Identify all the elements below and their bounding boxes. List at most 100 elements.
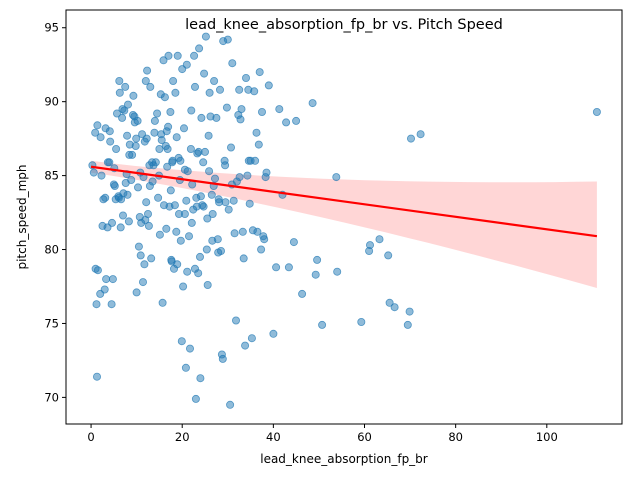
scatter-point — [138, 278, 147, 287]
scatter-point — [181, 363, 190, 372]
scatter-point — [163, 144, 172, 153]
scatter-point — [142, 198, 151, 207]
scatter-point — [190, 82, 199, 91]
scatter-point — [107, 300, 116, 309]
scatter-point — [332, 173, 341, 182]
scatter-point — [237, 105, 246, 114]
x-tick-label: 60 — [357, 430, 372, 444]
scatter-point — [190, 51, 199, 60]
scatter-point — [180, 165, 189, 174]
scatter-point — [123, 190, 132, 199]
y-tick-label: 85 — [44, 169, 59, 183]
scatter-point — [125, 150, 134, 159]
scatter-point — [194, 147, 203, 156]
scatter-point — [155, 144, 164, 153]
scatter-point — [155, 230, 164, 239]
scatter-point — [289, 238, 298, 247]
scatter-point — [162, 224, 171, 233]
scatter-point — [140, 137, 149, 146]
scatter-point — [154, 193, 163, 202]
scatter-point — [203, 280, 212, 289]
scatter-point — [119, 211, 128, 220]
plot-frame — [65, 9, 623, 425]
scatter-point — [204, 131, 213, 140]
scatter-point — [106, 137, 115, 146]
y-tick-label: 70 — [44, 390, 59, 404]
scatter-point — [179, 124, 188, 133]
scatter-point — [160, 93, 169, 102]
scatter-point — [129, 91, 138, 100]
scatter-point — [186, 144, 195, 153]
scatter-point — [241, 341, 250, 350]
scatter-point — [250, 87, 259, 96]
scatter-point — [236, 115, 245, 124]
scatter-point — [166, 108, 175, 117]
scatter-point — [91, 128, 100, 137]
scatter-point — [375, 235, 384, 244]
scatter-point — [159, 56, 168, 65]
scatter-point — [112, 144, 121, 153]
scatter-point — [184, 232, 193, 241]
scatter-point — [114, 193, 123, 202]
scatter-point — [215, 85, 224, 94]
scatter-point — [124, 100, 133, 109]
scatter-point — [243, 171, 252, 180]
scatter-point — [100, 285, 109, 294]
scatter-point — [230, 229, 239, 238]
scatter-point — [177, 337, 186, 346]
scatter-point — [187, 106, 196, 115]
scatter-point — [224, 205, 233, 214]
scatter-point — [187, 218, 196, 227]
scatter-point — [202, 245, 211, 254]
scatter-point — [207, 190, 216, 199]
scatter-point — [238, 227, 247, 236]
scatter-point — [241, 74, 250, 83]
scatter-point — [93, 372, 102, 381]
scatter-point — [269, 329, 278, 338]
scatter-point — [158, 298, 167, 307]
scatter-point — [195, 252, 204, 261]
scatter-point — [215, 198, 224, 207]
scatter-point — [131, 141, 140, 150]
scatter-point — [124, 217, 133, 226]
scatter-point — [365, 241, 374, 250]
scatter-point — [257, 108, 266, 117]
scatter-point — [272, 263, 281, 272]
scatter-point — [140, 260, 149, 269]
scatter-point — [191, 394, 200, 403]
scatter-point — [203, 214, 212, 223]
scatter-point — [205, 167, 214, 176]
x-tick-label: 0 — [87, 430, 94, 444]
scatter-point — [97, 171, 106, 180]
scatter-point — [196, 374, 205, 383]
scatter-point — [208, 209, 217, 218]
scatter-point — [200, 69, 209, 78]
scatter-point — [173, 51, 182, 60]
x-tick-label: 40 — [266, 430, 281, 444]
scatter-point — [148, 158, 157, 167]
scatter-point — [121, 82, 130, 91]
scatter-point — [182, 196, 191, 205]
scatter-point — [214, 248, 223, 257]
scatter-point — [176, 236, 185, 245]
scatter-point — [164, 51, 173, 60]
scatter-point — [275, 105, 284, 114]
scatter-point — [136, 251, 145, 260]
scatter-point — [133, 116, 142, 125]
scatter-point — [153, 109, 162, 118]
scatter-point — [284, 263, 293, 272]
scatter-point — [192, 202, 201, 211]
scatter-point — [385, 298, 394, 307]
scatter-point — [390, 303, 399, 312]
scatter-point — [169, 77, 178, 86]
scatter-point — [292, 116, 301, 125]
scatter-point — [163, 162, 172, 171]
scatter-point — [201, 32, 210, 41]
scatter-point — [195, 44, 204, 53]
scatter-point — [231, 316, 240, 325]
chart-title: lead_knee_absorption_fp_br vs. Pitch Spe… — [185, 17, 503, 33]
axis-ticks: 0 20 40 60 80 100 70 75 80 85 90 95 — [44, 21, 557, 444]
scatter-point — [171, 88, 180, 97]
scatter-point — [118, 113, 127, 122]
scatter-point — [115, 77, 124, 86]
